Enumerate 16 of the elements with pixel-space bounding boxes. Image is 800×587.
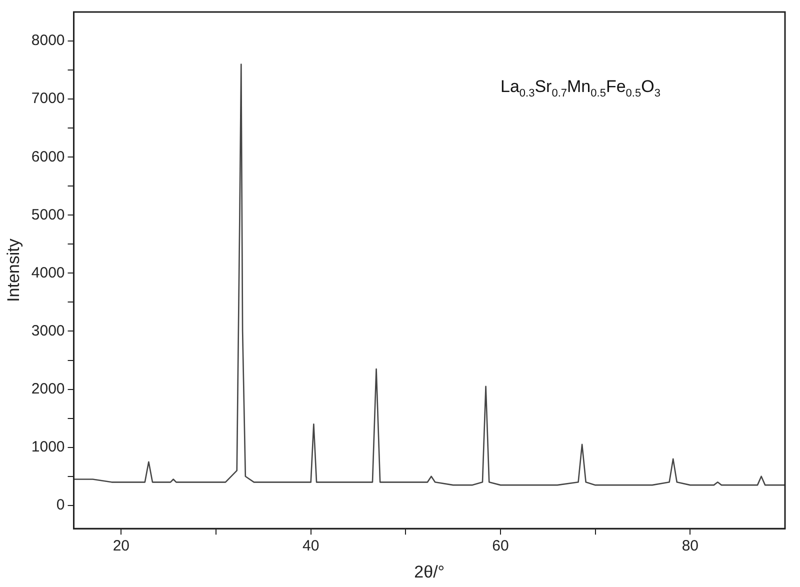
y-tick-label: 1000 (31, 438, 65, 456)
y-tick-label: 7000 (31, 90, 65, 108)
x-tick-label: 40 (302, 538, 320, 555)
y-tick-label: 0 (56, 496, 65, 514)
text: La$_{0.3}$Sr$_{0.7}$Mn$_{0.5}$Fe$_{0.5}$O$_{3}$ (500, 77, 660, 100)
y-tick-label: 8000 (31, 32, 65, 50)
y-tick-label: 4000 (31, 264, 65, 282)
x-tick-label: 60 (492, 538, 509, 555)
x-tick-label: 80 (682, 538, 699, 555)
x-tick-label: 20 (112, 538, 130, 555)
y-tick-label: 3000 (31, 322, 65, 340)
y-tick-label: 6000 (31, 148, 65, 166)
x-axis-title: 2θ/° (414, 562, 445, 582)
y-tick-label: 2000 (31, 380, 65, 398)
y-axis-title: Intensity (4, 238, 23, 302)
y-tick-label: 5000 (31, 206, 65, 224)
